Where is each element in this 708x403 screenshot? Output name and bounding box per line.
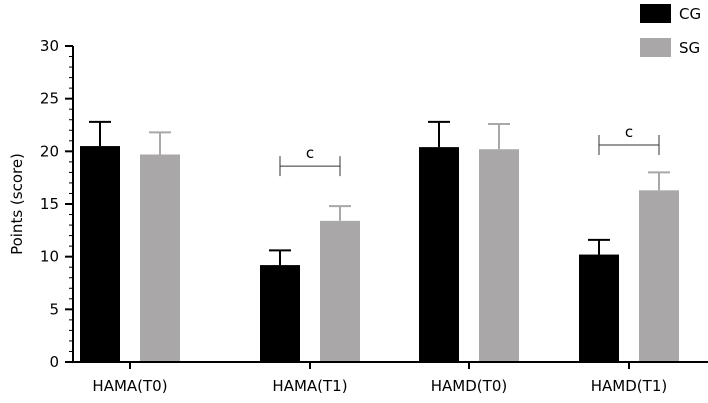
- significance-label-1: c: [625, 123, 633, 141]
- legend: CG SG: [640, 4, 701, 57]
- bar-sg-0: [140, 154, 180, 362]
- y-tick-label-6: 30: [40, 37, 59, 55]
- bar-cg-1: [260, 265, 300, 362]
- legend-label-sg: SG: [679, 39, 700, 57]
- y-axis-title: Points (score): [8, 153, 26, 255]
- legend-label-cg: CG: [679, 5, 701, 23]
- x-category-label-1: HAMA(T1): [272, 377, 347, 395]
- y-tick-label-4: 20: [40, 142, 59, 160]
- significance-layer: cc: [280, 123, 659, 176]
- bar-sg-2: [479, 149, 519, 362]
- x-category-label-0: HAMA(T0): [92, 377, 167, 395]
- bar-sg-3: [639, 190, 679, 362]
- x-category-label-2: HAMD(T0): [431, 377, 507, 395]
- bar-cg-2: [419, 147, 459, 362]
- legend-swatch-cg: [640, 4, 671, 23]
- y-tick-label-1: 5: [49, 300, 59, 318]
- x-category-label-3: HAMD(T1): [591, 377, 667, 395]
- bar-cg-3: [579, 255, 619, 362]
- bar-cg-0: [80, 146, 120, 362]
- bars-layer: [80, 146, 679, 362]
- legend-swatch-sg: [640, 38, 671, 57]
- bar-chart: cc 051015202530HAMA(T0) HAMA(T1) HAMD(T0) H…: [0, 0, 708, 403]
- significance-label-0: c: [306, 144, 314, 162]
- y-tick-label-2: 10: [40, 248, 59, 266]
- bar-sg-1: [320, 221, 360, 362]
- y-tick-label-3: 15: [40, 195, 59, 213]
- y-tick-label-5: 25: [40, 90, 59, 108]
- y-tick-label-0: 0: [49, 353, 59, 371]
